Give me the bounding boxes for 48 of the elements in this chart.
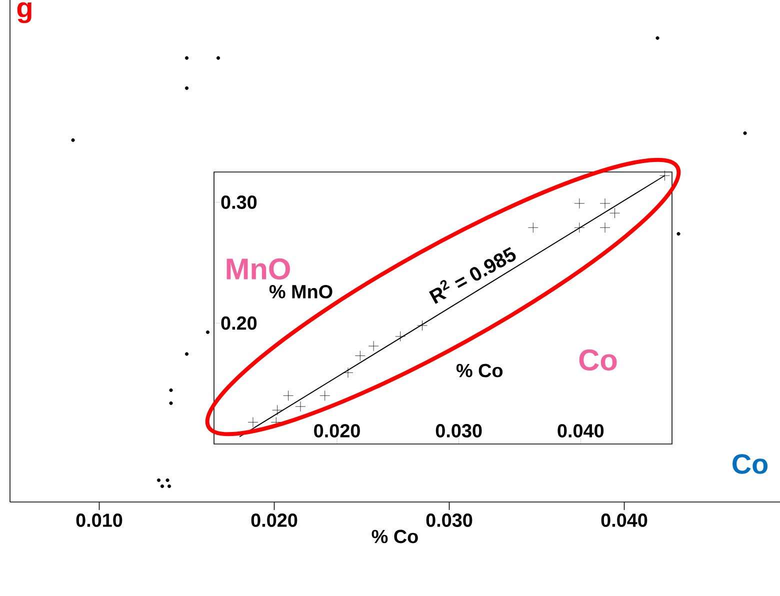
point: [71, 138, 75, 142]
x-tick-label: 0.020: [314, 424, 360, 438]
point: [216, 56, 220, 60]
point: [368, 340, 379, 352]
point: [320, 390, 330, 401]
point: [342, 367, 354, 378]
point: [574, 222, 585, 233]
annotation: Co: [732, 454, 768, 474]
point: [167, 484, 172, 488]
annotation: Co: [579, 349, 617, 371]
x-tick-label: 0.040: [601, 514, 648, 527]
point: [169, 388, 173, 392]
y-tick-label: 0.30: [221, 196, 257, 209]
x-tick-label: 0.010: [76, 514, 122, 527]
y-axis-title: % MnO: [269, 284, 332, 298]
x-tick-label: 0.030: [436, 424, 482, 438]
point: [676, 232, 680, 236]
point: [272, 404, 283, 416]
point: [169, 401, 173, 405]
x-tick-label: 0.020: [251, 514, 298, 527]
annotation: MnO: [226, 258, 290, 280]
point: [295, 401, 306, 412]
point: [656, 36, 660, 40]
x-axis-title: % Co: [372, 530, 418, 544]
x-axis-title: % Co: [456, 364, 503, 378]
point: [166, 478, 170, 482]
point: [184, 86, 189, 90]
point: [184, 352, 189, 356]
x-tick-label: 0.040: [558, 424, 604, 438]
point: [248, 417, 258, 428]
point: [528, 222, 538, 233]
x-tick-label: 0.030: [426, 514, 472, 527]
point: [160, 484, 164, 488]
point: [156, 478, 161, 482]
point: [600, 198, 610, 209]
point: [395, 331, 406, 342]
point: [354, 350, 366, 361]
point: [206, 330, 210, 334]
point: [660, 170, 670, 181]
point: [184, 56, 189, 60]
point: [743, 131, 747, 135]
y-tick-label: 0.20: [221, 316, 257, 330]
point: [283, 390, 294, 401]
point: [417, 320, 428, 331]
text: g: [17, 2, 32, 24]
point: [600, 222, 610, 233]
point: [574, 198, 585, 209]
point: [610, 208, 620, 218]
